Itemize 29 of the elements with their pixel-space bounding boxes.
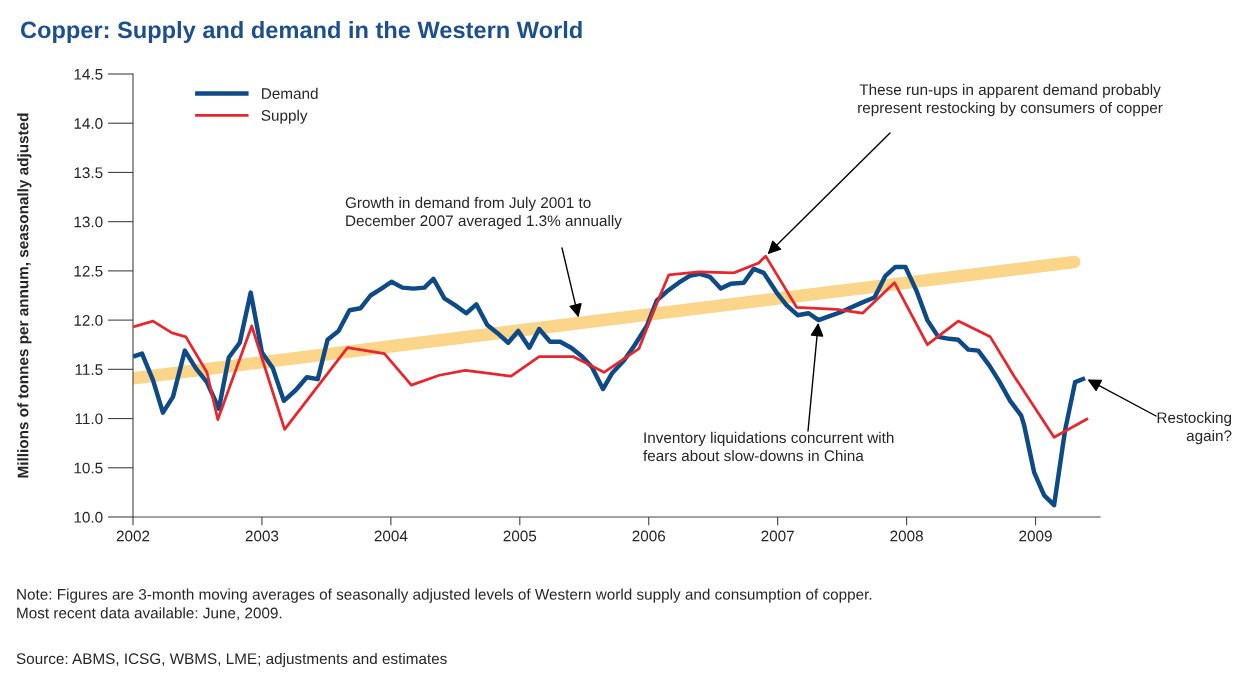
annotation: Growth in demand from July 2001 to December 2007 averaged 1.3% annually: [345, 196, 622, 230]
x-tick-label: 2003: [245, 530, 279, 542]
y-tick-label: 13.5: [74, 167, 103, 179]
y-tick-label: 11.0: [75, 413, 103, 425]
x-tick-label: 2005: [503, 530, 537, 542]
y-tick-label: 14.0: [74, 118, 103, 129]
legend-label: Supply: [261, 109, 308, 124]
x-tick-label: 2006: [632, 530, 666, 542]
y-tick-label: 12.5: [74, 265, 103, 277]
y-tick-label: 10.0: [74, 511, 103, 523]
chart-title: Copper: Supply and demand in the Western World: [20, 21, 582, 43]
annotation: Restocking again?: [1157, 411, 1232, 445]
source-note: Source: ABMS, ICSG, WBMS, LME; adjustments and estimates: [16, 652, 447, 668]
x-tick-label: 2007: [761, 530, 794, 542]
x-tick-label: 2009: [1019, 530, 1052, 542]
line-series: [133, 264, 1088, 508]
annotation: These run-ups in apparent demand probably represent restocking by consumers of copper: [858, 83, 1163, 117]
x-tick-label: 2008: [890, 530, 923, 542]
text: Note: Figures are 3-month moving averages of seasonally adjusted levels of Western world supply and consumption of copper. Most recent data available: June, 2009.: [17, 588, 872, 621]
legend-label: Demand: [262, 87, 318, 99]
y-axis-title: Millions of tonnes per annum, seasonally adjusted: [17, 113, 32, 478]
y-tick-label: 11.5: [75, 364, 103, 376]
annotation: Inventory liquidations concurrent with fears about slow-downs in China: [643, 431, 894, 462]
y-tick-label: 10.5: [74, 462, 103, 474]
x-tick-label: 2004: [374, 530, 408, 542]
y-tick-label: 14.5: [74, 69, 103, 80]
x-tick-label: 2002: [116, 530, 150, 542]
y-tick-label: 12.0: [74, 314, 103, 326]
y-tick-label: 13.0: [74, 216, 103, 228]
